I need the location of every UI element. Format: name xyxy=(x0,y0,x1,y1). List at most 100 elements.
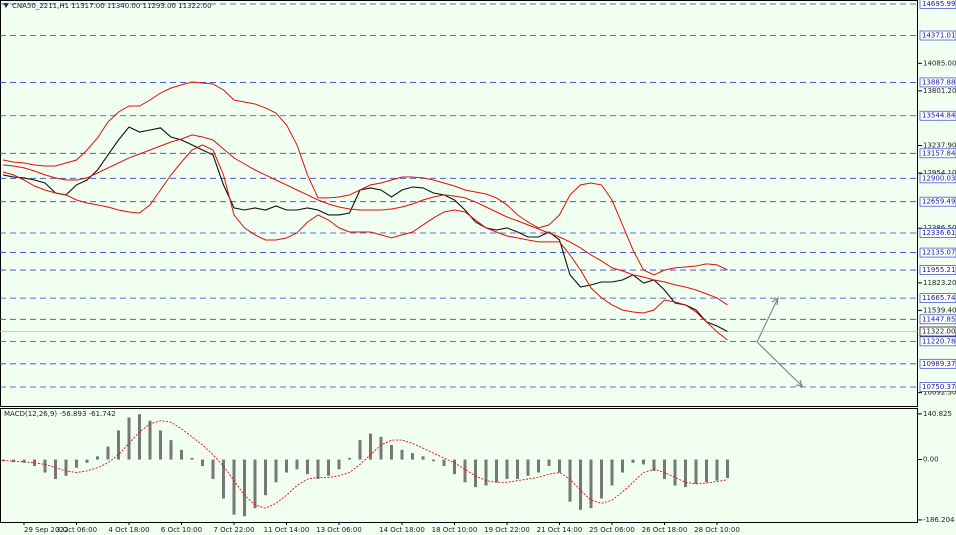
macd-bar xyxy=(516,459,519,480)
x-tick-label: 19 Oct 22:00 xyxy=(484,526,530,534)
macd-bar xyxy=(642,459,645,465)
level-box xyxy=(919,293,956,303)
macd-y-tick-label: 0.00 xyxy=(923,456,939,464)
macd-y-tick-label: 140.825 xyxy=(923,410,952,418)
x-tick-label: 7 Oct 22:00 xyxy=(213,526,254,534)
level-label: 12900.03 xyxy=(922,174,955,182)
level-box xyxy=(919,265,956,275)
x-tick-label: 4 Oct 18:00 xyxy=(108,526,149,534)
macd-bar xyxy=(127,417,131,460)
x-tick-label: 13 Oct 06:00 xyxy=(316,526,362,534)
macd-bar xyxy=(148,420,152,460)
level-box xyxy=(919,110,956,121)
level-label: 11220.78 xyxy=(922,337,955,345)
macd-bar xyxy=(201,459,204,467)
macd-bar xyxy=(169,440,173,460)
bollinger-band xyxy=(2,144,728,341)
macd-bar xyxy=(505,459,509,480)
macd-bar xyxy=(180,449,183,460)
x-tick-label: 21 Oct 14:00 xyxy=(537,526,583,534)
macd-bar xyxy=(663,459,666,480)
level-label: 12135.07 xyxy=(922,249,955,257)
macd-bar xyxy=(54,459,57,480)
macd-bar xyxy=(421,456,425,460)
level-box xyxy=(919,173,956,184)
macd-bar xyxy=(138,414,141,460)
level-label: 13887.88 xyxy=(922,78,955,86)
level-label: 11447.85 xyxy=(922,315,955,323)
y-tick-label: 13801.20 xyxy=(923,87,956,95)
macd-bar xyxy=(579,459,582,510)
macd-bar xyxy=(568,459,572,502)
macd-bar xyxy=(316,459,320,480)
level-label: 10750.37 xyxy=(922,383,955,391)
macd-bar xyxy=(537,459,540,473)
arrow-down xyxy=(756,341,803,387)
macd-bar xyxy=(243,459,246,517)
macd-y-tick-label: -186.204 xyxy=(923,516,955,524)
x-tick-label: 3 Oct 06:00 xyxy=(56,526,97,534)
macd-bar xyxy=(369,433,372,460)
current-price-label: 11322.00 xyxy=(922,328,955,336)
macd-bar xyxy=(400,449,404,460)
macd-bar xyxy=(64,459,68,476)
macd-bar xyxy=(610,459,614,486)
x-tick-label: 29 Sep 2022 xyxy=(24,526,68,534)
macd-bar xyxy=(631,459,635,463)
macd-bar xyxy=(589,459,593,509)
macd-bar xyxy=(600,459,603,499)
macd-bar xyxy=(358,440,362,460)
macd-bar xyxy=(453,459,456,475)
arrow-up xyxy=(756,296,779,343)
level-box xyxy=(919,247,956,258)
macd-bar xyxy=(495,459,498,483)
y-tick-label: 11823.20 xyxy=(923,279,956,287)
macd-bar xyxy=(558,459,561,473)
level-box xyxy=(919,196,956,207)
macd-bar xyxy=(379,436,383,460)
level-box xyxy=(919,228,956,238)
x-tick-label: 28 Oct 10:00 xyxy=(694,526,740,534)
projection-arrows xyxy=(756,296,803,387)
macd-bar xyxy=(106,446,110,460)
macd-bar xyxy=(526,459,530,476)
x-tick-label: 14 Oct 18:00 xyxy=(379,526,425,534)
macd-bar xyxy=(85,459,89,463)
macd-bar xyxy=(652,459,656,471)
macd-bar xyxy=(22,459,26,463)
macd-bar xyxy=(190,457,194,460)
level-box xyxy=(919,336,956,347)
macd-bar xyxy=(222,459,225,499)
macd-bar xyxy=(390,444,393,460)
macd-bar xyxy=(96,456,99,460)
macd-bar xyxy=(337,459,341,470)
level-label: 13544.84 xyxy=(922,112,956,120)
macd-bar xyxy=(117,430,120,460)
x-tick-label: 25 Oct 06:00 xyxy=(589,526,635,534)
macd-bar xyxy=(621,459,624,473)
y-tick-label: 11539.40 xyxy=(923,306,956,314)
macd-bar xyxy=(474,459,477,488)
macd-bar xyxy=(159,430,162,460)
macd-bar xyxy=(484,459,488,486)
bollinger-band xyxy=(2,134,728,306)
macd-signal xyxy=(2,420,728,509)
level-label: 12336.61 xyxy=(922,229,955,237)
level-label: 11665.74 xyxy=(922,294,956,302)
current-price-box xyxy=(919,326,956,337)
level-box xyxy=(919,30,956,41)
macd-bar xyxy=(1,459,5,462)
y-tick-label: 14085.00 xyxy=(923,59,956,67)
macd-bar xyxy=(442,459,446,467)
macd-bar xyxy=(673,459,677,486)
level-label: 13157.84 xyxy=(922,149,956,157)
level-box xyxy=(919,382,956,392)
macd-bar xyxy=(715,459,719,481)
macd-title: MACD(12,26,9) -56.893 -61.742 xyxy=(4,410,116,418)
macd-bar xyxy=(432,459,435,462)
level-label: 12659.49 xyxy=(922,198,955,206)
x-tick-label: 26 Oct 18:00 xyxy=(642,526,688,534)
